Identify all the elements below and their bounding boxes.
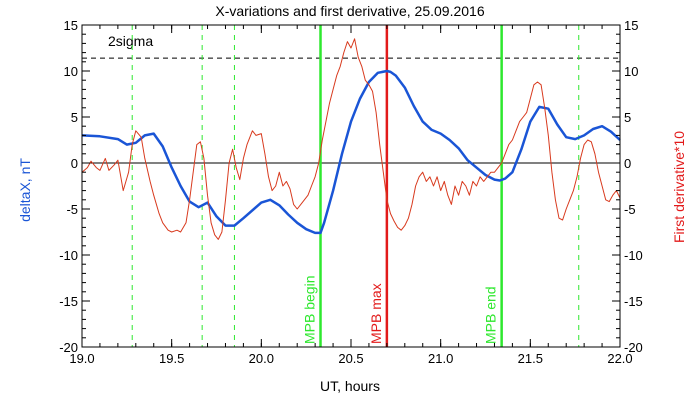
y-tick-label-left: 15: [64, 18, 78, 33]
y-tick-label-right: -5: [624, 202, 636, 217]
x-tick-label: 19.5: [159, 351, 184, 366]
y-tick-label-left: -5: [66, 202, 78, 217]
x-tick-label: 19.0: [69, 351, 94, 366]
y-tick-label-right: 5: [624, 110, 631, 125]
y-axis-label-right: First derivative*10: [671, 131, 687, 243]
x-axis: 19.0 19.5 20.0 20.5 21.0 21.5 22.0: [69, 25, 633, 366]
y-tick-label-left: -15: [59, 294, 78, 309]
y-axis-right: -20 -15 -10 -5 0 5 10 15: [612, 18, 643, 355]
series-line-derivative: [81, 38, 621, 240]
y-tick-label-right: -10: [624, 248, 643, 263]
y-tick-label-left: -10: [59, 248, 78, 263]
x-tick-label: 20.5: [338, 351, 363, 366]
marker-label: MPB max: [368, 283, 384, 344]
y-tick-label-left: 0: [71, 156, 78, 171]
y-tick-label-right: 10: [624, 64, 638, 79]
series-line-deltaX: [81, 69, 621, 235]
y-tick-label-right: -15: [624, 294, 643, 309]
x-tick-label: 21.5: [518, 351, 543, 366]
plot-frame: [81, 24, 621, 348]
x-tick-label: 21.0: [428, 351, 453, 366]
y-axis-label-left: deltaX, nT: [17, 158, 33, 222]
y-tick-label-left: -20: [59, 340, 78, 355]
y-tick-label-right: 15: [624, 18, 638, 33]
plot-area: MPB begin MPB max MPB end: [81, 25, 621, 347]
x-axis-label: UT, hours: [320, 378, 380, 394]
y-tick-label-right: -20: [624, 340, 643, 355]
y-tick-label-left: 5: [71, 110, 78, 125]
x-tick-label: 20.0: [249, 351, 274, 366]
marker-label: MPB begin: [302, 276, 318, 344]
sigma-label: 2sigma: [108, 33, 153, 49]
chart-title: X-variations and first derivative, 25.09…: [215, 3, 484, 19]
x-tick-label: 22.0: [607, 351, 632, 366]
y-tick-label-left: 10: [64, 64, 78, 79]
y-axis-left: -20 -15 -10 -5 0 5 10 15: [59, 18, 90, 355]
y-tick-label-right: 0: [624, 156, 631, 171]
marker-label: MPB end: [483, 286, 499, 344]
